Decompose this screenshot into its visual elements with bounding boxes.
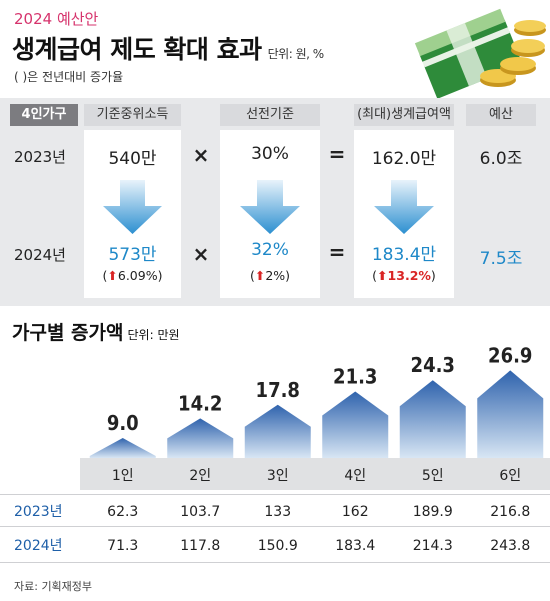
benefit-change-value: 13.2% (387, 268, 431, 283)
category-label: 1인 (112, 468, 134, 484)
budget-2024: 7.5조 (479, 249, 523, 269)
section-title: 가구별 증가액 단위: 만원 (12, 318, 180, 345)
category-strip (80, 458, 550, 490)
times-sign: × (192, 143, 210, 167)
bar-value-label: 9.0 (107, 411, 139, 435)
section-unit: 단위: 만원 (127, 328, 180, 342)
section-title-text: 가구별 증가액 (12, 322, 124, 344)
down-arrow-icon (240, 180, 300, 234)
source-note: 자료: 기획재정부 (14, 580, 93, 593)
row-year-label: 2023년 (14, 504, 63, 520)
equals-sign: = (328, 240, 346, 264)
rate-change-value: 2% (265, 268, 286, 283)
category-label: 2인 (189, 468, 211, 484)
change-note: ( )은 전년대비 증가율 (14, 70, 124, 84)
row-value: 62.3 (107, 504, 138, 520)
bar-value-label: 17.8 (256, 378, 300, 402)
category-label: 6인 (499, 468, 521, 484)
divider (0, 494, 550, 495)
row-value: 117.8 (180, 538, 220, 554)
benefit-2023: 162.0만 (371, 149, 437, 169)
up-arrow-icon: ⬆ (107, 268, 118, 283)
page-title: 생계급여 제도 확대 효과 단위: 원, % (12, 30, 324, 66)
divider (0, 526, 550, 527)
bar-6인 (477, 370, 544, 458)
bar-4인 (322, 391, 389, 458)
down-arrow-icon (103, 180, 162, 234)
row-value: 133 (264, 504, 291, 520)
title-text: 생계급여 제도 확대 효과 (12, 35, 262, 64)
row-value: 150.9 (258, 538, 298, 554)
budget-2023: 6.0조 (479, 149, 523, 169)
row-value: 243.8 (490, 538, 530, 554)
category-label: 3인 (267, 468, 289, 484)
col-header-benefit: (최대)생계급여액 (357, 107, 451, 122)
benefit-change: (⬆13.2%) (372, 268, 436, 283)
year-2024: 2024년 (14, 246, 66, 264)
header-bg (466, 104, 536, 126)
bar-5인 (399, 380, 466, 458)
row-value: 189.9 (413, 504, 453, 520)
money-illustration (414, 8, 546, 98)
row-value: 216.8 (490, 504, 530, 520)
equals-sign: = (328, 142, 346, 166)
rate-2024: 32% (251, 240, 289, 260)
median-change: (⬆6.09%) (102, 268, 163, 283)
row-year-label: 2024년 (14, 538, 63, 554)
row-value: 162 (342, 504, 369, 520)
category-label: 4인 (344, 468, 366, 484)
row-value: 103.7 (180, 504, 220, 520)
down-arrow-icon (374, 180, 434, 234)
bar-value-label: 14.2 (178, 391, 222, 415)
up-arrow-icon: ⬆ (254, 268, 266, 283)
header-bg (354, 104, 454, 126)
col-header-budget: 예산 (489, 107, 513, 122)
row-value: 214.3 (413, 538, 453, 554)
title-unit: 단위: 원, % (267, 47, 325, 61)
bar-value-label: 21.3 (333, 365, 377, 389)
rate-change: (⬆2%) (249, 268, 291, 283)
bar-3인 (244, 404, 311, 458)
median-2023: 540만 (108, 149, 157, 169)
category-label: 5인 (422, 468, 444, 484)
increase-chart: 9.0 1인 62.3 71.3 14.2 2인 103.7 117.8 17.8 3인 133 15… (14, 343, 544, 554)
row-value: 71.3 (107, 538, 138, 554)
median-change-value: 6.09% (117, 268, 158, 283)
bar-value-label: 26.9 (488, 343, 532, 367)
household-tag: 4인가구 (10, 104, 78, 126)
bar-2인 (167, 418, 234, 458)
header-bg (220, 104, 320, 126)
rate-2023: 30% (251, 144, 289, 164)
bar-value-label: 24.3 (411, 353, 455, 377)
bar-1인 (89, 438, 156, 458)
benefit-2024: 183.4만 (371, 245, 437, 265)
times-sign: × (192, 242, 210, 266)
year-2023: 2023년 (14, 148, 66, 166)
divider (0, 562, 550, 563)
col-header-criteria: 선전기준 (246, 107, 294, 122)
median-2024: 573만 (108, 245, 157, 265)
col-header-median: 기준중위소득 (96, 107, 169, 122)
row-value: 183.4 (335, 538, 375, 554)
header-bg (84, 104, 181, 126)
kicker: 2024 예산안 (14, 10, 99, 28)
up-arrow-icon: ⬆ (377, 268, 388, 283)
